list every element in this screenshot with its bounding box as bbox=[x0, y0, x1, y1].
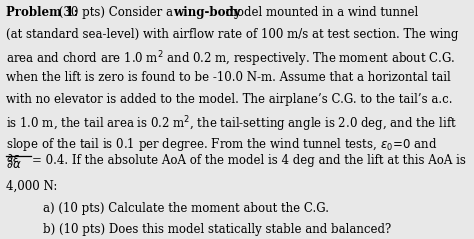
Text: model mounted in a wind tunnel: model mounted in a wind tunnel bbox=[222, 6, 418, 19]
Text: area and chord are 1.0 m$^2$ and 0.2 m, respectively. The moment about C.G.: area and chord are 1.0 m$^2$ and 0.2 m, … bbox=[6, 49, 455, 69]
Text: = 0.4. If the absolute AoA of the model is 4 deg and the lift at this AoA is: = 0.4. If the absolute AoA of the model … bbox=[32, 154, 466, 167]
Text: (30 pts) Consider a: (30 pts) Consider a bbox=[55, 6, 176, 19]
Text: 4,000 N:: 4,000 N: bbox=[6, 180, 57, 193]
Text: is 1.0 m, the tail area is 0.2 m$^2$, the tail-setting angle is 2.0 deg, and the: is 1.0 m, the tail area is 0.2 m$^2$, th… bbox=[6, 115, 457, 134]
Text: b) (10 pts) Does this model statically stable and balanced?: b) (10 pts) Does this model statically s… bbox=[43, 223, 391, 236]
Text: with no elevator is added to the model. The airplane’s C.G. to the tail’s a.c.: with no elevator is added to the model. … bbox=[6, 93, 452, 106]
Text: $\partial\alpha$: $\partial\alpha$ bbox=[6, 158, 21, 171]
Text: wing-body: wing-body bbox=[173, 6, 241, 19]
Text: $\partial\varepsilon$: $\partial\varepsilon$ bbox=[6, 152, 20, 165]
Text: Problem 1:: Problem 1: bbox=[6, 6, 78, 19]
Text: a) (10 pts) Calculate the moment about the C.G.: a) (10 pts) Calculate the moment about t… bbox=[43, 202, 328, 215]
Text: when the lift is zero is found to be -10.0 N-m. Assume that a horizontal tail: when the lift is zero is found to be -10… bbox=[6, 71, 450, 84]
Text: (at standard sea-level) with airflow rate of 100 m/s at test section. The wing: (at standard sea-level) with airflow rat… bbox=[6, 28, 458, 41]
Text: slope of the tail is 0.1 per degree. From the wind tunnel tests, $\varepsilon_0\: slope of the tail is 0.1 per degree. Fro… bbox=[6, 136, 437, 153]
